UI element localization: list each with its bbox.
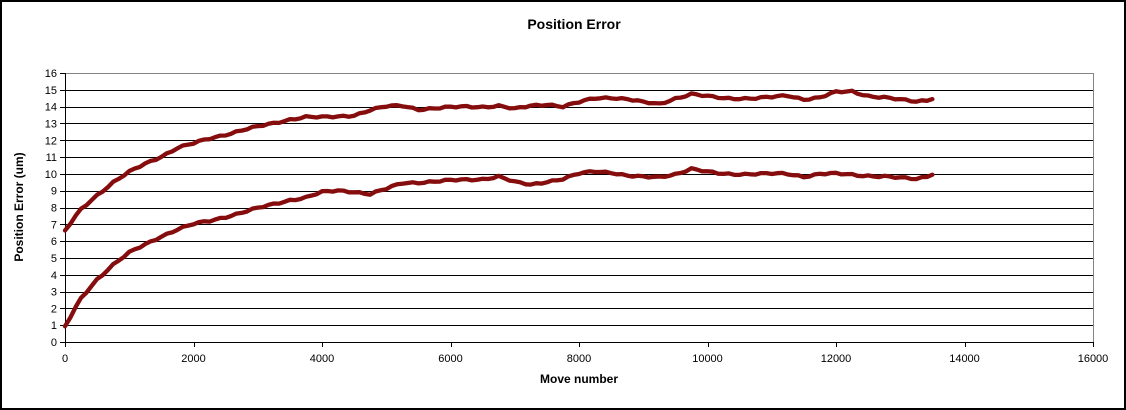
- y-tick-label: 3: [51, 287, 57, 299]
- y-axis-title: Position Error (um): [12, 152, 26, 262]
- y-tick-label: 10: [45, 169, 57, 181]
- y-tick-label: 12: [45, 135, 57, 147]
- y-tick-label: 14: [45, 102, 57, 114]
- series-line-upper[interactable]: [62, 88, 935, 233]
- x-tick-label: 4000: [310, 353, 334, 365]
- x-tick-label: 6000: [438, 353, 462, 365]
- y-tick-label: 9: [51, 186, 57, 198]
- y-tick-label: 1: [51, 320, 57, 332]
- y-tick-label: 7: [51, 219, 57, 231]
- y-tick-label: 2: [51, 303, 57, 315]
- x-tick-label: 14000: [949, 353, 980, 365]
- y-tick-label: 13: [45, 118, 57, 130]
- y-tick-label: 11: [46, 152, 57, 164]
- y-tick-label: 15: [45, 85, 57, 97]
- y-tick-label: 0: [51, 337, 57, 349]
- x-axis-title: Move number: [539, 372, 619, 386]
- x-tick-label: 12000: [821, 353, 852, 365]
- y-tick-label: 4: [51, 270, 57, 282]
- chart-title: Position Error: [527, 16, 621, 32]
- x-tick-label: 2000: [181, 353, 205, 365]
- x-tick-label: 0: [62, 353, 68, 365]
- x-tick-label: 10000: [692, 353, 723, 365]
- y-tick-label: 8: [51, 203, 57, 215]
- series-line-lower[interactable]: [62, 166, 935, 329]
- y-tick-label: 5: [51, 253, 57, 265]
- x-tick-label: 16000: [1078, 353, 1109, 365]
- x-tick-label: 8000: [567, 353, 591, 365]
- y-tick-label: 6: [51, 236, 57, 248]
- y-tick-label: 16: [45, 68, 57, 80]
